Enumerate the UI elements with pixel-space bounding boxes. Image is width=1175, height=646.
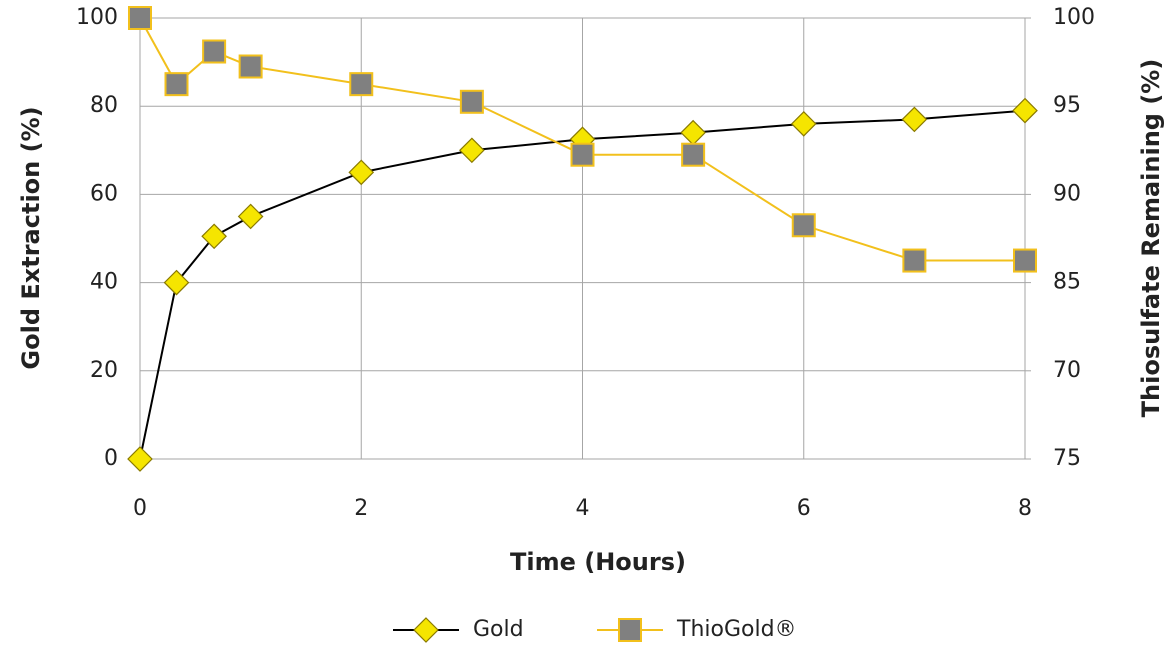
- marker: [902, 248, 927, 273]
- marker: [238, 54, 263, 79]
- y2-axis-title: Thiosulfate Remaining (%): [1137, 59, 1165, 418]
- y-tick-label: 40: [90, 270, 118, 295]
- y-axis-title: Gold Extraction (%): [17, 106, 45, 369]
- marker: [1012, 97, 1038, 124]
- marker: [127, 446, 153, 472]
- x-tick-label: 4: [576, 496, 590, 521]
- x-tick-label: 0: [133, 496, 147, 521]
- marker: [901, 106, 928, 133]
- marker: [201, 223, 227, 250]
- y-tick-label: 60: [90, 181, 118, 206]
- marker: [348, 159, 375, 186]
- y-tick-label: 0: [104, 446, 118, 471]
- y2-tick-label: 85: [1053, 270, 1081, 295]
- marker: [459, 137, 485, 164]
- marker: [163, 269, 190, 296]
- y-tick-label: 80: [90, 93, 118, 118]
- legend-label: ThioGold®: [676, 617, 797, 642]
- marker: [791, 213, 816, 238]
- x-axis-title: Time (Hours): [510, 548, 686, 576]
- x-tick-label: 8: [1018, 496, 1032, 521]
- x-tick-label: 2: [354, 496, 368, 521]
- y-tick-label: 100: [76, 5, 118, 30]
- marker: [164, 72, 189, 97]
- legend-marker: [618, 618, 642, 642]
- y-tick-label: 20: [90, 358, 118, 383]
- y2-tick-label: 95: [1053, 93, 1081, 118]
- marker: [459, 89, 484, 114]
- y2-tick-label: 90: [1053, 181, 1081, 206]
- marker: [237, 203, 264, 230]
- y2-tick-label: 100: [1053, 5, 1095, 30]
- marker: [1013, 248, 1037, 273]
- marker: [681, 142, 706, 167]
- y2-tick-label: 70: [1053, 358, 1081, 383]
- marker: [790, 110, 817, 137]
- marker: [680, 119, 706, 146]
- marker: [570, 142, 595, 167]
- marker: [128, 6, 152, 30]
- legend-label: Gold: [473, 617, 524, 642]
- y2-tick-label: 75: [1053, 446, 1081, 471]
- x-tick-label: 6: [797, 496, 811, 521]
- marker: [349, 72, 374, 97]
- marker: [202, 39, 227, 64]
- legend-marker: [413, 617, 439, 643]
